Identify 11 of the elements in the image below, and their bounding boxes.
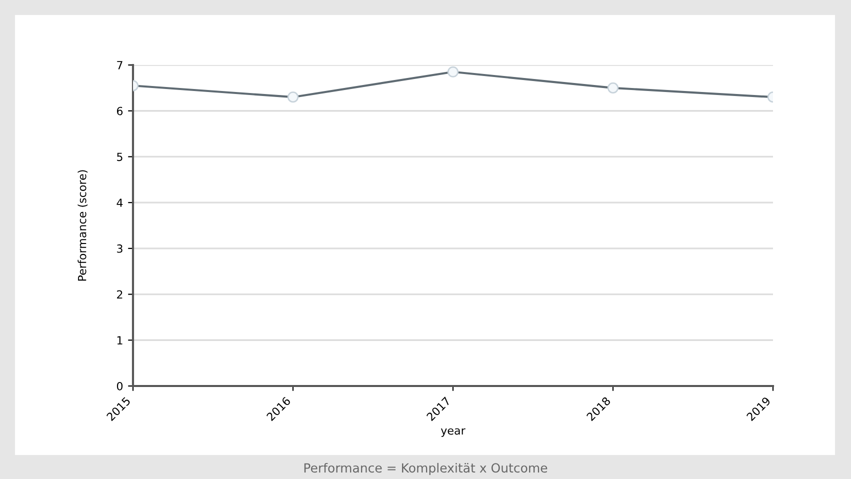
text: Performance = Komplexität x Outcome — [304, 462, 548, 476]
y-tick-label: 1 — [117, 336, 122, 344]
x-axis-title: year — [440, 428, 466, 437]
y-tick-label: 4 — [116, 198, 123, 207]
y-tick-label: 3 — [117, 244, 122, 253]
y-tick-label: 5 — [117, 152, 122, 162]
y-axis-title: Performance (score) — [78, 170, 88, 281]
y-tick-label: 7 — [117, 61, 122, 70]
y-tick-label: 0 — [116, 382, 123, 390]
y-tick-label: 6 — [116, 106, 123, 116]
y-tick-label: 2 — [117, 290, 122, 299]
